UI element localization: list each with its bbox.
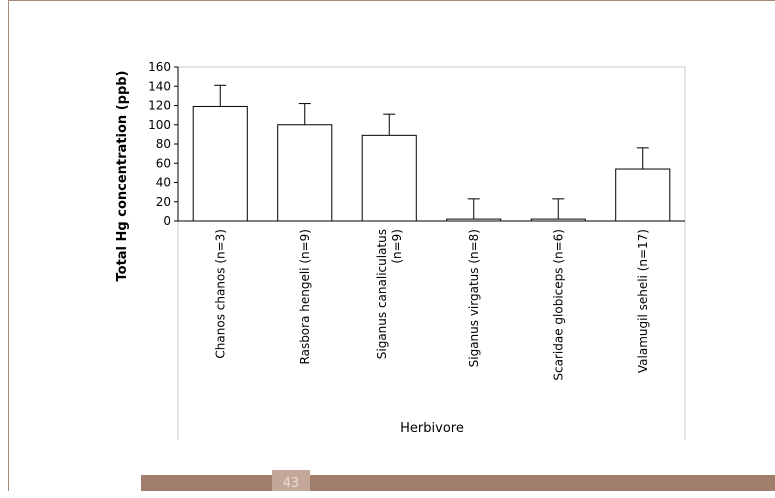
- x-category-label: Scaridae globiceps (n=6): [551, 229, 565, 381]
- x-category-label: Rasbora hengeli (n=9): [298, 229, 312, 364]
- bar: [277, 124, 333, 222]
- bar: [192, 105, 248, 222]
- x-category-label: Chanos chanos (n=3): [213, 229, 227, 359]
- y-tick-label: 160: [148, 60, 171, 74]
- x-axis-labels: Chanos chanos (n=3) Rasbora hengeli (n=9)…: [213, 229, 650, 381]
- y-tick-label: 40: [156, 176, 171, 190]
- bar: [615, 168, 671, 222]
- bar: [530, 218, 586, 222]
- y-axis-title: Total Hg concentration (ppb): [115, 70, 130, 281]
- bar: [361, 134, 417, 222]
- plot-frame: [177, 66, 686, 440]
- bars: [192, 105, 671, 222]
- error-bars: [214, 84, 649, 220]
- x-category-label: (n=9): [390, 229, 404, 264]
- x-category-label: Siganus canaliculatus: [375, 229, 389, 359]
- y-tick-label: 100: [148, 118, 171, 132]
- y-tick-label: 60: [156, 156, 171, 170]
- y-tick-label: 140: [148, 79, 171, 93]
- slide-frame: [8, 0, 775, 491]
- x-axis-title: Herbivore: [400, 421, 464, 436]
- y-tick-label: 80: [156, 137, 171, 151]
- bar: [446, 218, 502, 222]
- y-tick-label: 20: [156, 195, 171, 209]
- page-number: 43: [272, 470, 310, 491]
- y-axis: 0 20 40 60 80 100 120 140 160: [148, 60, 178, 228]
- y-tick-label: 120: [148, 99, 171, 113]
- x-category-label: Siganus virgatus (n=8): [467, 229, 481, 367]
- footer-bar: [141, 475, 775, 491]
- x-category-label: Valamugil seheli (n=17): [636, 229, 650, 373]
- y-tick-label: 0: [163, 214, 171, 228]
